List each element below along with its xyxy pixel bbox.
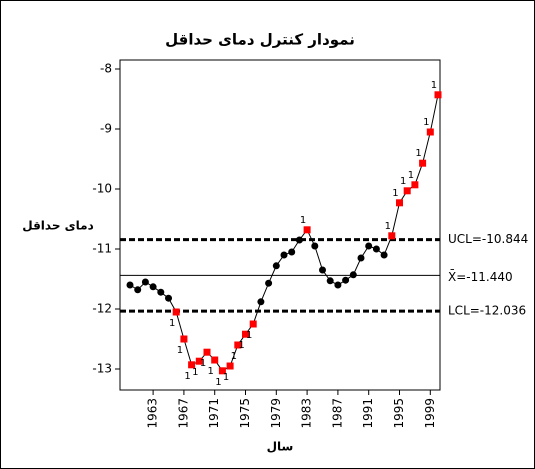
- point: [288, 248, 296, 256]
- control-label: UCL=-10.844: [448, 232, 528, 246]
- point: [357, 254, 365, 262]
- point: [326, 277, 334, 285]
- flag-label: 1: [177, 345, 183, 356]
- flag-label: 1: [169, 318, 175, 329]
- point: [141, 278, 149, 286]
- flagged-point: [249, 320, 257, 328]
- flagged-point: [303, 226, 311, 234]
- flagged-point: [188, 361, 196, 369]
- point: [157, 288, 165, 296]
- point: [134, 286, 142, 294]
- y-tick-label: -12: [92, 302, 112, 316]
- x-tick-label: 1967: [176, 398, 190, 429]
- y-tick-label: -10: [92, 182, 112, 196]
- flagged-point: [211, 356, 219, 364]
- flagged-point: [242, 330, 250, 338]
- flagged-point: [226, 362, 234, 370]
- x-tick-label: 1991: [361, 398, 375, 429]
- y-tick-label: -13: [92, 362, 112, 376]
- point: [295, 236, 303, 244]
- point: [365, 242, 373, 250]
- flag-label: 1: [400, 176, 406, 187]
- point: [149, 283, 157, 291]
- flag-label: 1: [200, 358, 206, 369]
- flag-label: 1: [431, 80, 437, 91]
- point: [272, 262, 280, 270]
- point: [280, 251, 288, 259]
- flagged-point: [234, 341, 242, 349]
- flagged-point: [395, 199, 403, 207]
- point: [319, 266, 327, 274]
- x-axis-label: سال: [267, 440, 294, 454]
- x-tick-label: 1987: [330, 398, 344, 429]
- flagged-point: [426, 128, 434, 136]
- y-axis-label: دمای حداقل: [22, 219, 94, 233]
- flag-label: 1: [385, 221, 391, 232]
- flag-label: 1: [223, 372, 229, 383]
- point: [165, 294, 173, 302]
- point: [334, 281, 342, 289]
- flagged-point: [388, 232, 396, 240]
- control-label: LCL=-12.036: [448, 304, 526, 318]
- flag-label: 1: [238, 340, 244, 351]
- x-tick-label: 1975: [238, 398, 252, 429]
- flagged-point: [203, 348, 211, 356]
- flag-label: 1: [300, 215, 306, 226]
- x-tick-label: 1995: [392, 398, 406, 429]
- chart-title: نمودار کنترل دمای حداقل: [165, 31, 355, 49]
- x-tick-label: 1979: [269, 398, 283, 429]
- y-tick-label: -11: [92, 242, 112, 256]
- flagged-point: [218, 367, 226, 375]
- control-label: X̄=-11.440: [448, 270, 513, 284]
- flag-label: 1: [215, 377, 221, 388]
- point: [349, 271, 357, 279]
- flagged-point: [180, 335, 188, 343]
- point: [342, 276, 350, 284]
- flag-label: 1: [408, 170, 414, 181]
- flag-label: 1: [423, 117, 429, 128]
- plot-frame: [119, 59, 441, 391]
- flagged-point: [419, 159, 427, 167]
- y-tick-label: -9: [100, 122, 112, 136]
- point: [265, 279, 273, 287]
- flagged-point: [172, 308, 180, 316]
- x-tick-label: 1971: [207, 398, 221, 429]
- flag-label: 1: [246, 330, 252, 341]
- x-tick-label: 1963: [146, 398, 160, 429]
- x-tick-label: 1983: [300, 398, 314, 429]
- flag-label: 1: [184, 371, 190, 382]
- point: [311, 242, 319, 250]
- flagged-point: [411, 181, 419, 189]
- flag-label: 1: [415, 148, 421, 159]
- flag-label: 1: [208, 366, 214, 377]
- point: [380, 251, 388, 259]
- flag-label: 1: [192, 367, 198, 378]
- flagged-point: [403, 187, 411, 195]
- flagged-point: [195, 357, 203, 365]
- point: [372, 245, 380, 253]
- flag-label: 1: [231, 351, 237, 362]
- point: [126, 281, 134, 289]
- point: [257, 298, 265, 306]
- x-tick-label: 1999: [423, 398, 437, 429]
- y-tick-label: -8: [100, 62, 112, 76]
- flagged-point: [434, 91, 442, 99]
- flag-label: 1: [392, 188, 398, 199]
